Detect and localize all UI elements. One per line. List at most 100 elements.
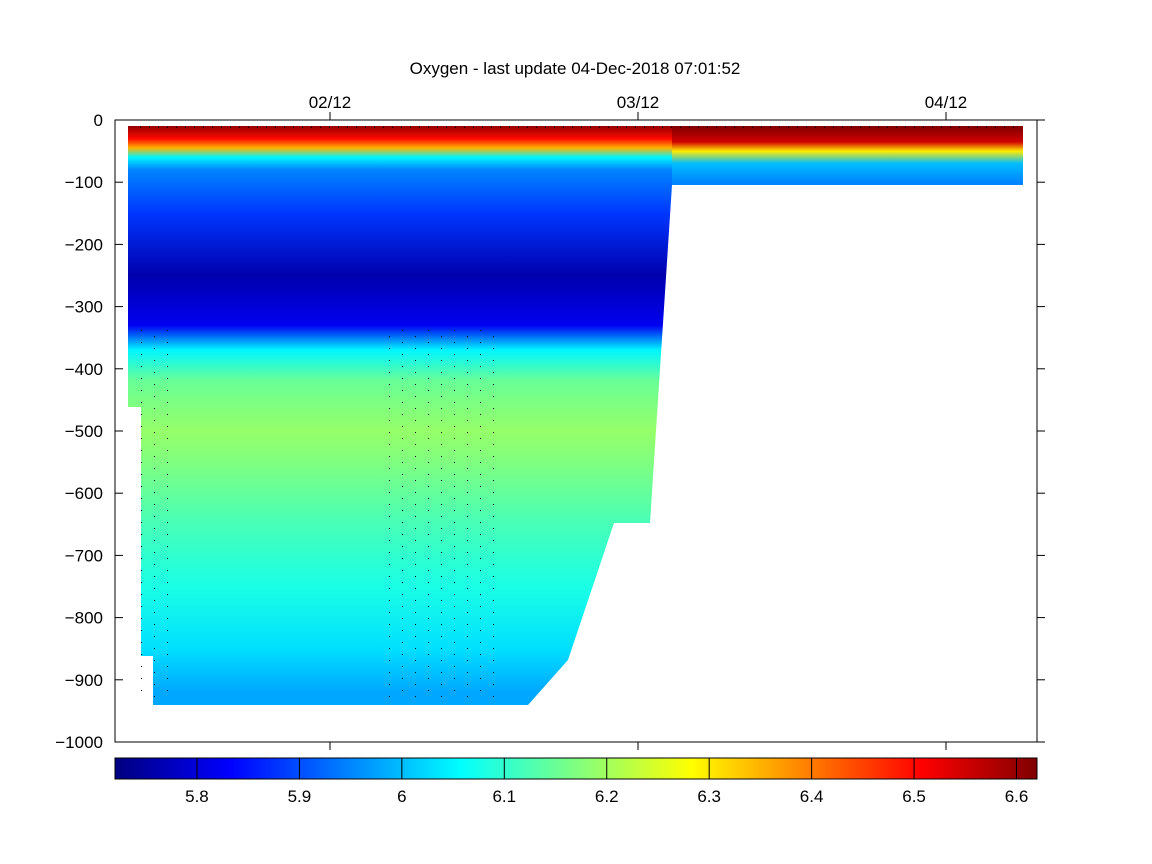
sample-dot — [203, 127, 204, 128]
sample-dot — [454, 690, 455, 691]
sample-dot — [590, 127, 591, 128]
sample-dot — [491, 127, 492, 128]
sample-dot — [293, 127, 294, 128]
sample-dot — [493, 684, 494, 685]
sample-dot — [959, 127, 960, 128]
sample-dot — [389, 504, 390, 505]
sample-dot — [141, 510, 142, 511]
sample-dot — [389, 420, 390, 421]
sample-dot — [905, 127, 906, 128]
sample-dot — [454, 558, 455, 559]
sample-dot — [536, 127, 537, 128]
sample-dot — [441, 612, 442, 613]
sample-dot — [141, 630, 142, 631]
sample-dot — [518, 127, 519, 128]
sample-dot — [167, 666, 168, 667]
sample-dot — [389, 384, 390, 385]
sample-dot — [389, 348, 390, 349]
sample-dot — [467, 528, 468, 529]
sample-dot — [167, 127, 168, 128]
sample-dot — [402, 654, 403, 655]
sample-dot — [141, 558, 142, 559]
sample-dot — [454, 414, 455, 415]
sample-dot — [389, 612, 390, 613]
sample-dot — [158, 127, 159, 128]
sample-dot — [141, 534, 142, 535]
sample-dot — [454, 402, 455, 403]
sample-dot — [441, 504, 442, 505]
sample-dot — [581, 127, 582, 128]
sample-dot — [141, 390, 142, 391]
sample-dot — [402, 354, 403, 355]
sample-dot — [467, 540, 468, 541]
sample-dot — [493, 696, 494, 697]
sample-dot — [480, 474, 481, 475]
sample-dot — [141, 618, 142, 619]
sample-dot — [527, 127, 528, 128]
sample-dot — [167, 450, 168, 451]
sample-dot — [154, 504, 155, 505]
sample-dot — [389, 672, 390, 673]
x-tick-label: 03/12 — [617, 93, 660, 112]
sample-dot — [154, 576, 155, 577]
sample-dot — [415, 600, 416, 601]
sample-dot — [493, 348, 494, 349]
sample-dot — [149, 127, 150, 128]
sample-dot — [493, 576, 494, 577]
sample-dot — [415, 660, 416, 661]
sample-dot — [454, 594, 455, 595]
sample-dot — [467, 444, 468, 445]
sample-dot — [698, 127, 699, 128]
sample-dot — [428, 678, 429, 679]
sample-dot — [389, 396, 390, 397]
sample-dot — [878, 127, 879, 128]
sample-dot — [454, 546, 455, 547]
x-tick-label: 04/12 — [925, 93, 968, 112]
sample-dot — [887, 127, 888, 128]
sample-dot — [329, 127, 330, 128]
sample-dot — [467, 516, 468, 517]
sample-dot — [389, 456, 390, 457]
sample-dot — [493, 480, 494, 481]
sample-dot — [1013, 127, 1014, 128]
sample-dot — [493, 372, 494, 373]
sample-dot — [389, 636, 390, 637]
sample-dot — [402, 618, 403, 619]
sample-dot — [716, 127, 717, 128]
sample-dot — [141, 654, 142, 655]
sample-dot — [454, 522, 455, 523]
sample-dot — [480, 678, 481, 679]
sample-dot — [140, 127, 141, 128]
sample-dot — [167, 342, 168, 343]
sample-dot — [275, 127, 276, 128]
sample-dot — [141, 666, 142, 667]
sample-dot — [441, 396, 442, 397]
sample-dot — [480, 462, 481, 463]
sample-dot — [441, 696, 442, 697]
sample-dot — [167, 534, 168, 535]
sample-dot — [467, 612, 468, 613]
sample-dot — [480, 630, 481, 631]
sample-dot — [389, 564, 390, 565]
sample-dot — [824, 127, 825, 128]
sample-dot — [480, 390, 481, 391]
sample-dot — [467, 552, 468, 553]
sample-dot — [454, 330, 455, 331]
sample-dot — [402, 486, 403, 487]
sample-dot — [415, 408, 416, 409]
sample-dot — [441, 624, 442, 625]
sample-dot — [1004, 127, 1005, 128]
shallow-section-region — [672, 126, 1023, 185]
y-tick-label: −100 — [65, 173, 103, 192]
sample-dot — [428, 558, 429, 559]
sample-dot — [428, 606, 429, 607]
sample-dot — [389, 600, 390, 601]
sample-dot — [428, 426, 429, 427]
sample-dot — [402, 510, 403, 511]
sample-dot — [428, 618, 429, 619]
sample-dot — [389, 552, 390, 553]
sample-dot — [428, 330, 429, 331]
sample-dot — [402, 594, 403, 595]
sample-dot — [428, 582, 429, 583]
sample-dot — [167, 690, 168, 691]
